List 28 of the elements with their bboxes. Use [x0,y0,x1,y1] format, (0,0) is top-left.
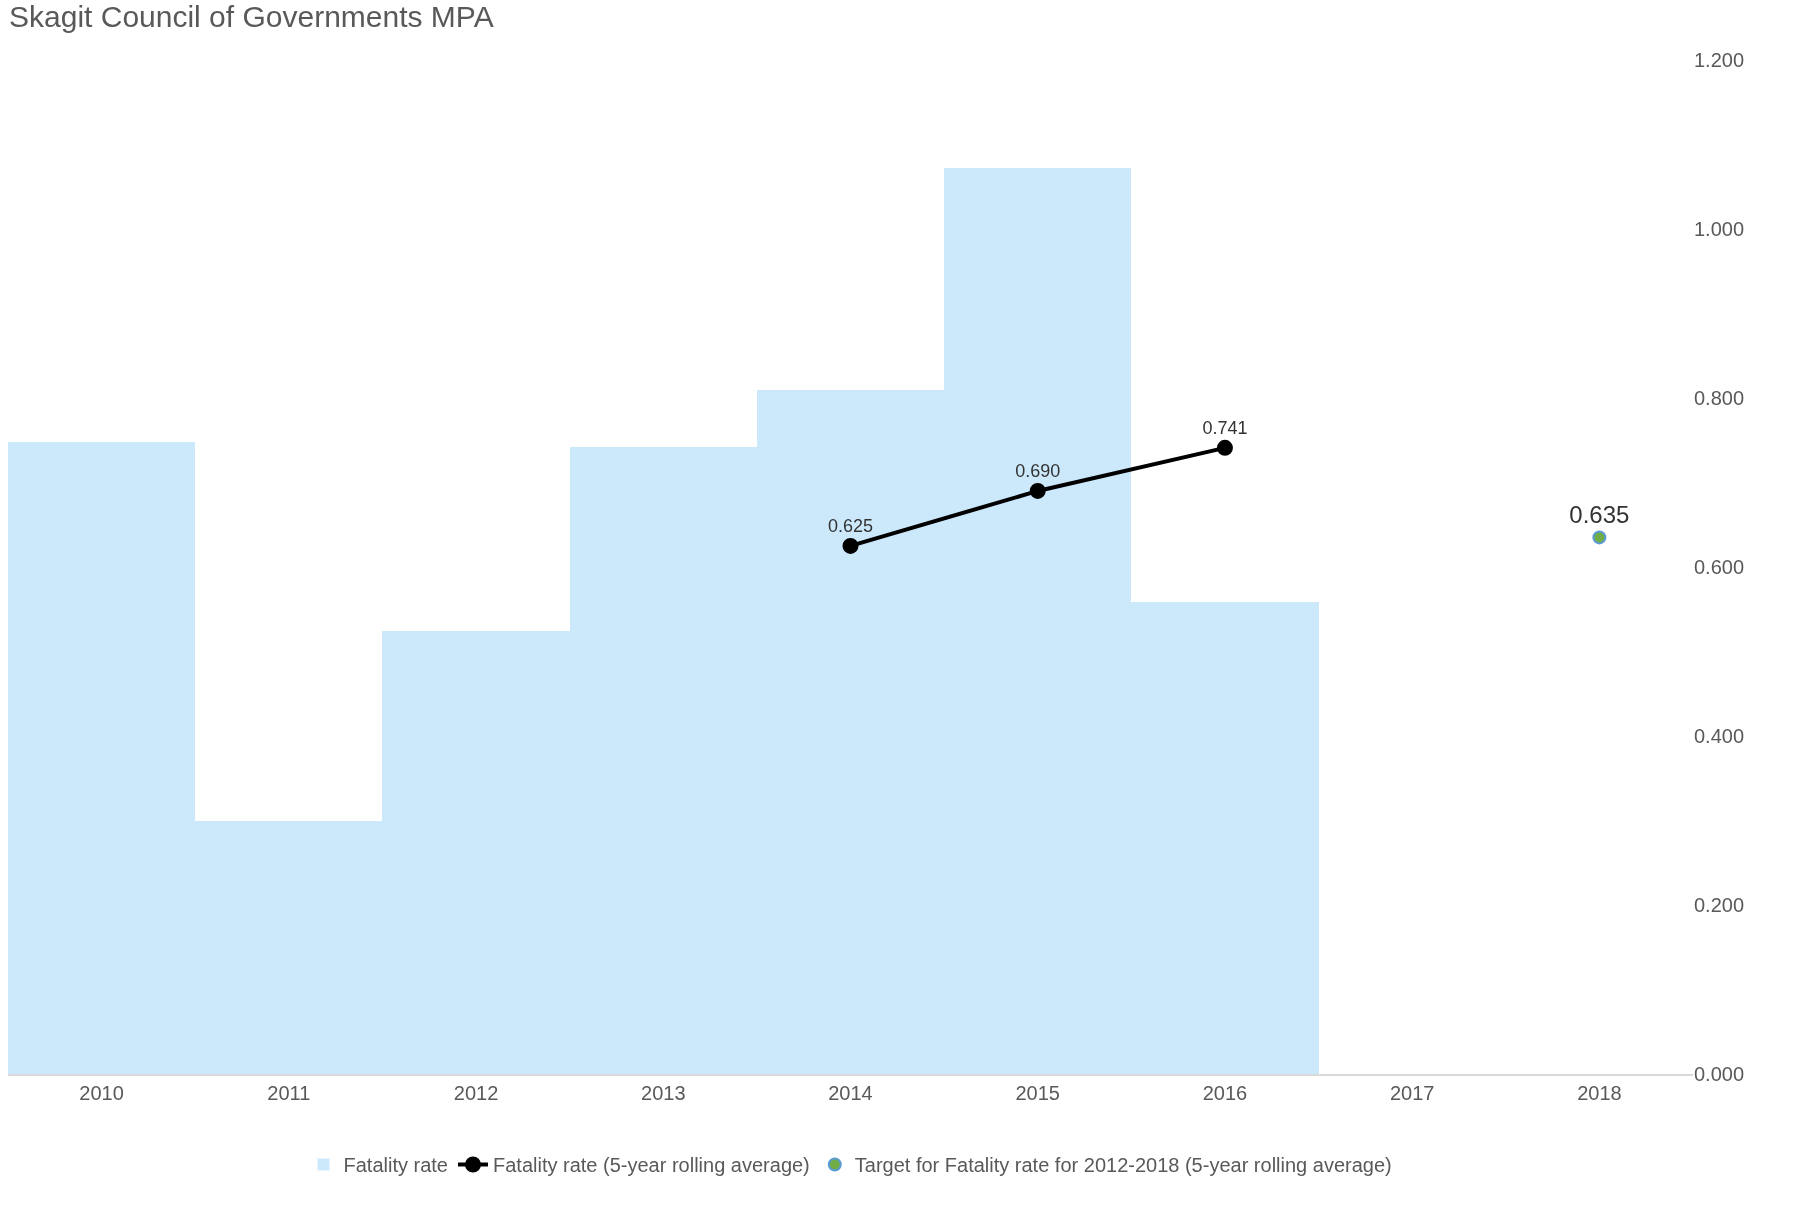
x-tick-label: 2013 [641,1082,686,1104]
legend-label: Target for Fatality rate for 2012-2018 (5-year rolling average) [854,1154,1392,1177]
x-tick-label: 2012 [453,1082,499,1104]
data-label: 0.741 [1202,417,1248,438]
y-tick-label: 0.600 [1694,556,1745,578]
data-label: 0.625 [827,515,874,536]
point [842,537,859,554]
x-tick-label: 2010 [79,1082,124,1104]
x-tick-label: 2016 [1202,1082,1248,1104]
x-tick-label: 2018 [1577,1082,1622,1104]
legend-label: Fatality rate [343,1154,448,1177]
point [1029,482,1046,499]
x-tick-label: 2011 [267,1082,311,1104]
legend-label: Fatality rate (5-year rolling average) [492,1154,810,1177]
x-tick-label: 2015 [1015,1082,1060,1104]
y-tick-label: 0.800 [1694,387,1745,409]
y-tick-label: 0.000 [1694,1063,1745,1085]
data-label: 0.690 [1015,460,1061,481]
point [1216,439,1233,456]
y-tick-label: 1.200 [1694,49,1745,71]
y-tick-label: 0.400 [1694,725,1745,747]
point [1592,530,1607,545]
x-tick-label: 2014 [828,1082,873,1104]
chart-title: Skagit Council of Governments MPA [9,0,494,34]
data-label: 0.635 [1569,500,1630,528]
y-tick-label: 1.000 [1694,218,1745,240]
y-tick-label: 0.200 [1694,894,1745,916]
x-tick-label: 2017 [1389,1082,1435,1104]
